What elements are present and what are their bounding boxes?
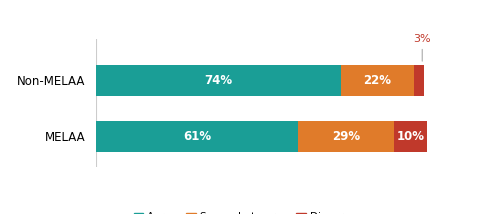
Bar — [394, 121, 427, 152]
Bar — [96, 65, 341, 96]
Legend: Agree, Somewhat agree, Disagree: Agree, Somewhat agree, Disagree — [130, 208, 360, 214]
Text: 3%: 3% — [413, 34, 431, 61]
Text: 22%: 22% — [363, 74, 392, 87]
Bar — [414, 65, 424, 96]
Text: 29%: 29% — [332, 130, 360, 143]
Text: 10%: 10% — [396, 130, 425, 143]
Bar — [298, 121, 394, 152]
Text: 74%: 74% — [204, 74, 233, 87]
Bar — [341, 65, 414, 96]
Bar — [96, 121, 298, 152]
Text: 61%: 61% — [183, 130, 211, 143]
